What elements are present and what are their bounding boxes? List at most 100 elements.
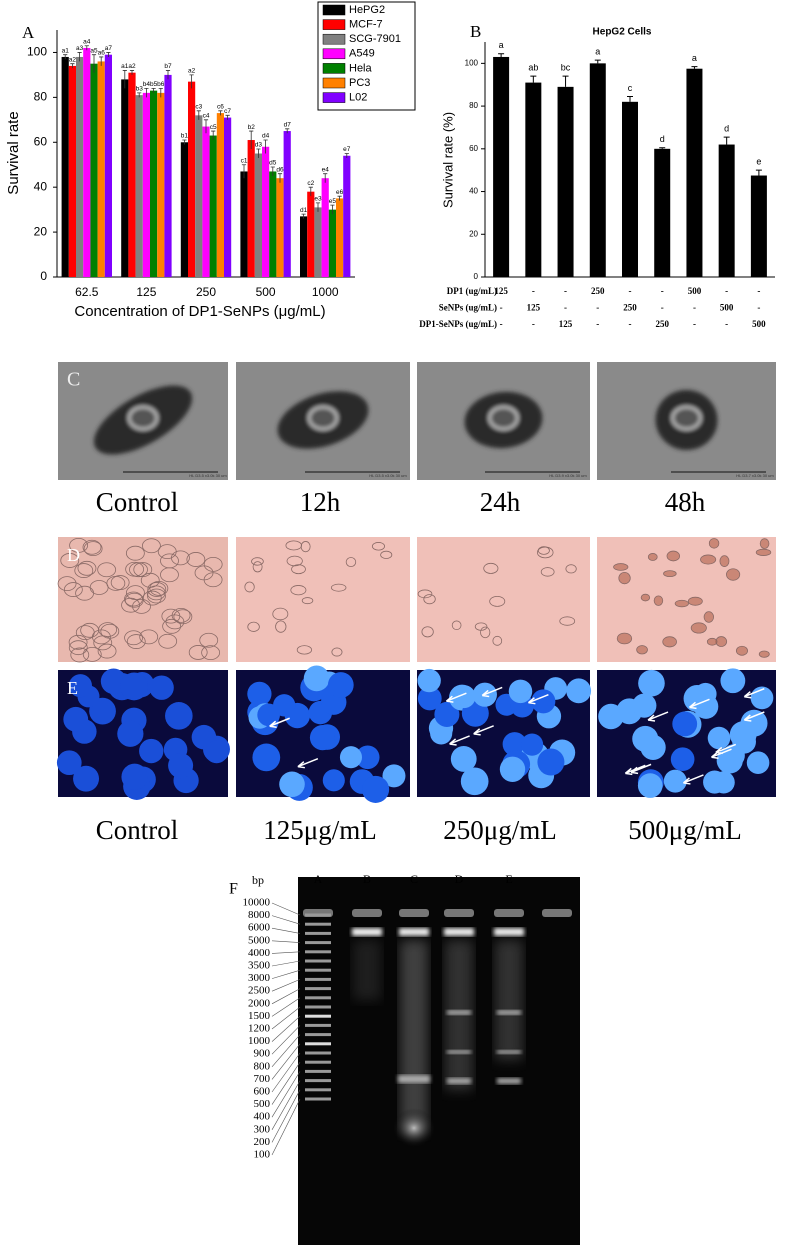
panel-a: 0 20 40 60 80 100 A Survival rate Concentration … [5, 1, 416, 320]
bar [314, 207, 322, 277]
ladder-pointer [271, 997, 301, 1017]
bar-letter: d [660, 134, 665, 144]
table-cell: - [500, 303, 503, 313]
nucleus [303, 665, 330, 692]
error-bar [315, 202, 321, 212]
arrow [445, 692, 467, 703]
legend-label: A549 [349, 48, 375, 60]
ladder-pointer [271, 1089, 301, 1143]
legend-label: SCG-7901 [349, 33, 401, 45]
bar-letter: c5 [210, 124, 217, 131]
y-tick-label: 20 [34, 224, 48, 238]
arrow [711, 748, 732, 759]
well [399, 909, 429, 917]
cell-outline [417, 589, 433, 599]
bar [240, 171, 248, 277]
nucleus [417, 668, 441, 693]
panel-letter: B [470, 22, 481, 41]
arrow [743, 711, 765, 722]
ladder-band [305, 1014, 331, 1018]
bar-letter: b3 [136, 86, 144, 93]
well [542, 909, 572, 917]
cell-outline [139, 629, 159, 645]
nucleus [322, 769, 345, 792]
nucleus [502, 732, 527, 757]
cell-outline [653, 595, 664, 606]
bar-letter: a4 [83, 38, 91, 45]
legend-swatch [322, 33, 346, 45]
cell-outline [726, 568, 741, 581]
error-bar [225, 114, 230, 120]
cell-outline [640, 593, 651, 602]
bar [195, 115, 203, 277]
ladder-band [305, 922, 331, 926]
cell-outline [251, 557, 264, 566]
band [497, 1078, 521, 1084]
nucleus [327, 672, 354, 698]
cell-outline [291, 564, 306, 575]
bar [269, 171, 277, 277]
legend-swatch [322, 63, 346, 74]
cell-outline [540, 567, 555, 577]
bar [589, 63, 606, 278]
cell-outline [126, 585, 145, 601]
cell-outline [125, 545, 145, 561]
y-axis-label: Survival rate (%) [440, 112, 455, 208]
bar [142, 92, 150, 277]
nucleus [257, 703, 280, 727]
arrow [297, 757, 319, 769]
error-bar [498, 53, 505, 57]
legend-label: MCF-7 [349, 19, 383, 31]
bar-letter: a2 [188, 68, 196, 75]
ladder-band [305, 913, 331, 917]
cell-outline [68, 640, 88, 656]
ladder-pointer [271, 960, 301, 967]
cell-outline [483, 562, 499, 574]
nucleus [694, 682, 717, 706]
nucleus [720, 668, 746, 694]
cell-outline [674, 599, 689, 608]
ladder-label: 500 [254, 1098, 271, 1110]
table-cell: 125 [527, 303, 541, 313]
bar-letter: d5 [269, 160, 277, 167]
bar [262, 146, 270, 277]
panel-letter: C [67, 369, 80, 391]
cell-outline [331, 647, 343, 657]
ladder-band [305, 1051, 331, 1055]
bar-letter: b6 [157, 81, 165, 88]
bar-letter: e6 [336, 189, 344, 196]
nucleus [168, 753, 194, 779]
bar [718, 144, 735, 277]
error-bar [301, 213, 306, 219]
bar-letter: bc [561, 63, 571, 73]
nucleus [716, 747, 743, 774]
nucleus [671, 406, 702, 430]
well [352, 909, 382, 917]
bar [61, 56, 69, 278]
cell-outline [492, 635, 503, 646]
band [447, 1078, 471, 1084]
panel-letter: A [22, 23, 35, 42]
y-tick-label: 100 [27, 45, 47, 59]
cell-outline [63, 582, 83, 597]
cell-outline [82, 539, 102, 555]
cell-outline [755, 548, 772, 556]
nucleus [434, 701, 460, 727]
bar-letter: c [628, 83, 633, 93]
error-bar [256, 148, 261, 158]
bar-letter: e5 [329, 198, 337, 205]
nucleus [117, 720, 144, 747]
nucleus [149, 675, 174, 700]
table-row-label: DP1-SeNPs (ug/mL) [419, 319, 497, 329]
error-bar [91, 54, 97, 73]
y-tick-label: 100 [465, 58, 479, 67]
error-bar [344, 153, 349, 158]
smear [353, 940, 381, 1000]
cell-outline [69, 537, 88, 553]
error-bar [308, 186, 313, 197]
bar-letter: d6 [276, 166, 284, 173]
scale-text: HL D3.5 x3.0k 30 um [189, 473, 227, 478]
table-row-label: SeNPs (ug/mL) [439, 303, 497, 313]
image-label: Control [96, 487, 179, 517]
band [447, 1050, 471, 1054]
